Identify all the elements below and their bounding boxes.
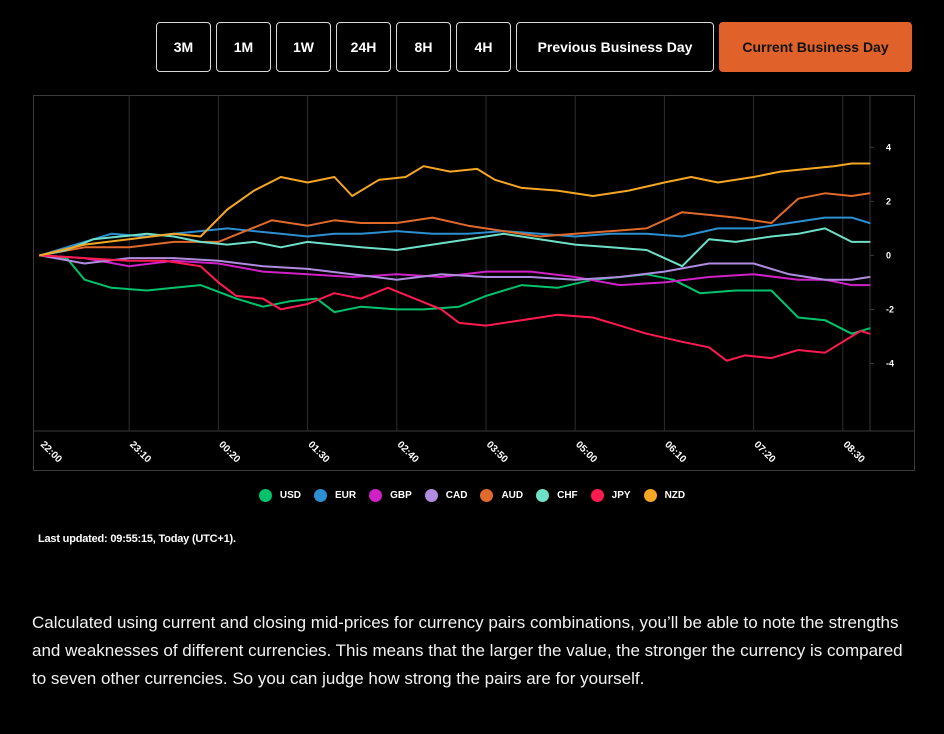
legend-label-jpy: JPY bbox=[611, 490, 631, 501]
x-tick-label: 06:10 bbox=[662, 439, 688, 465]
x-tick-label: 03:50 bbox=[484, 439, 510, 465]
description-paragraph: Calculated using current and closing mid… bbox=[32, 613, 903, 688]
legend-item-usd[interactable]: USD bbox=[258, 489, 301, 502]
chart-frame bbox=[33, 95, 915, 471]
timeframe-previous-business-day-button[interactable]: Previous Business Day bbox=[516, 22, 714, 72]
series-line-nzd bbox=[39, 162, 871, 257]
series-line-jpy bbox=[39, 254, 871, 362]
legend-item-aud[interactable]: AUD bbox=[480, 489, 523, 502]
legend-item-gbp[interactable]: GBP bbox=[369, 489, 412, 502]
legend-item-eur[interactable]: EUR bbox=[313, 489, 357, 502]
y-tick-label: 4 bbox=[886, 142, 891, 152]
y-tick-label: -2 bbox=[886, 304, 894, 314]
legend-dot-eur bbox=[313, 489, 327, 502]
legend-item-jpy[interactable]: JPY bbox=[590, 489, 631, 502]
x-tick-label: 08:30 bbox=[841, 439, 867, 465]
timeframe-toolbar: 3M 1M 1W 24H 8H 4H Previous Business Day… bbox=[156, 22, 912, 72]
legend-dot-chf bbox=[536, 489, 550, 502]
last-updated-text: Last updated: 09:55:15, Today (UTC+1). bbox=[38, 533, 236, 545]
x-tick-label: 05:00 bbox=[573, 439, 599, 465]
series-line-usd bbox=[39, 254, 871, 335]
chart-legend: USD EUR GBP CAD AUD CHF JPY NZD bbox=[0, 489, 944, 502]
legend-label-chf: CHF bbox=[557, 490, 578, 501]
legend-item-chf[interactable]: CHF bbox=[536, 489, 578, 502]
timeframe-4h-button[interactable]: 4H bbox=[456, 22, 511, 72]
x-tick-label: 02:40 bbox=[395, 439, 421, 465]
legend-dot-cad bbox=[424, 489, 438, 502]
legend-item-nzd[interactable]: NZD bbox=[643, 489, 686, 502]
timeframe-24h-button[interactable]: 24H bbox=[336, 22, 391, 72]
series-line-eur bbox=[39, 216, 871, 257]
timeframe-1m-button[interactable]: 1M bbox=[216, 22, 271, 72]
legend-label-eur: EUR bbox=[334, 490, 357, 501]
legend-item-cad[interactable]: CAD bbox=[424, 489, 468, 502]
x-tick-label: 01:30 bbox=[305, 439, 331, 465]
series-line-aud bbox=[39, 192, 871, 257]
timeframe-1w-button[interactable]: 1W bbox=[276, 22, 331, 72]
timeframe-8h-button[interactable]: 8H bbox=[396, 22, 451, 72]
currency-strength-chart: 22:00 23:10 00:20 01:30 02:40 03:50 05:00 06:10… bbox=[33, 95, 915, 471]
series-line-cad bbox=[39, 254, 871, 281]
x-tick-label: 23:10 bbox=[127, 439, 153, 465]
x-tick-label: 22:00 bbox=[38, 439, 64, 465]
y-tick-label: 2 bbox=[886, 196, 891, 206]
series-line-gbp bbox=[39, 254, 871, 287]
chart-svg: 22:00 23:10 00:20 01:30 02:40 03:50 05:00 06:10… bbox=[33, 95, 915, 471]
timeframe-current-business-day-button[interactable]: Current Business Day bbox=[719, 22, 912, 72]
legend-dot-nzd bbox=[643, 489, 657, 502]
legend-label-cad: CAD bbox=[445, 490, 468, 501]
y-tick-label: 0 bbox=[886, 250, 891, 260]
legend-dot-jpy bbox=[590, 489, 604, 502]
legend-label-usd: USD bbox=[279, 490, 301, 501]
x-tick-label: 00:20 bbox=[216, 439, 242, 465]
legend-dot-gbp bbox=[369, 489, 383, 502]
y-tick-label: -4 bbox=[886, 358, 894, 368]
timeframe-3m-button[interactable]: 3M bbox=[156, 22, 211, 72]
legend-label-nzd: NZD bbox=[664, 490, 686, 501]
legend-dot-aud bbox=[480, 489, 494, 502]
legend-dot-usd bbox=[258, 489, 272, 502]
x-tick-label: 07:20 bbox=[751, 439, 777, 465]
legend-label-gbp: GBP bbox=[390, 490, 412, 501]
legend-label-aud: AUD bbox=[501, 490, 524, 501]
